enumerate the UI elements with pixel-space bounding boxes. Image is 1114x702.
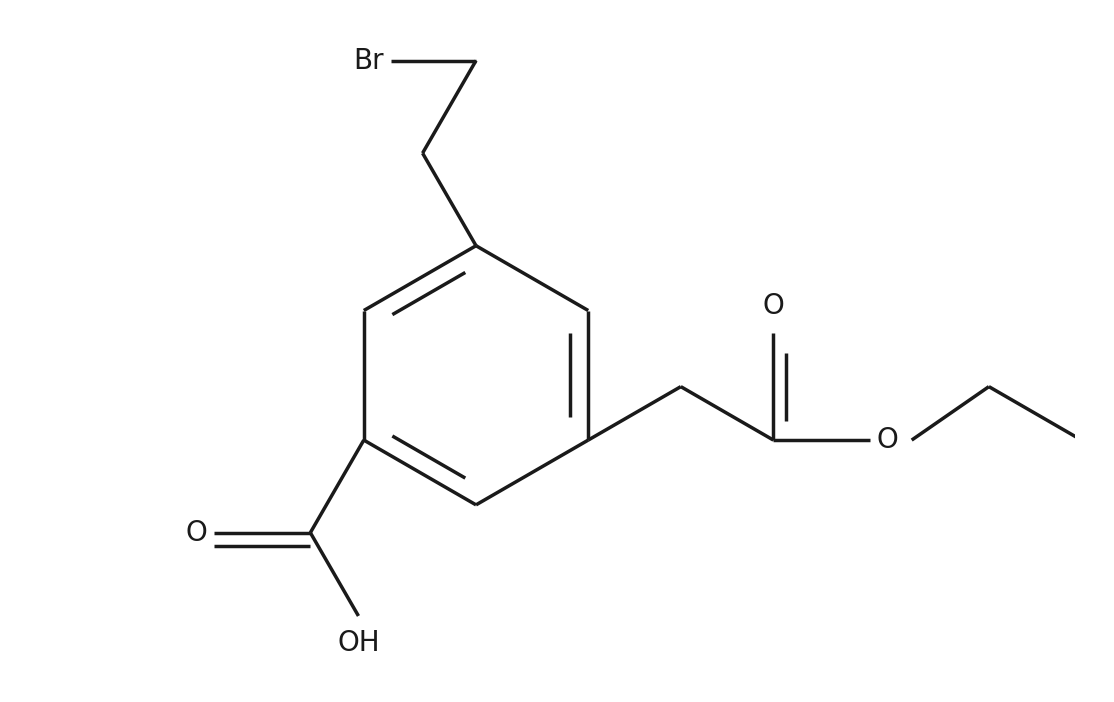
Text: Br: Br (353, 46, 384, 74)
Text: O: O (186, 519, 207, 547)
Text: O: O (762, 292, 784, 320)
Text: O: O (876, 426, 898, 454)
Text: OH: OH (338, 629, 380, 657)
